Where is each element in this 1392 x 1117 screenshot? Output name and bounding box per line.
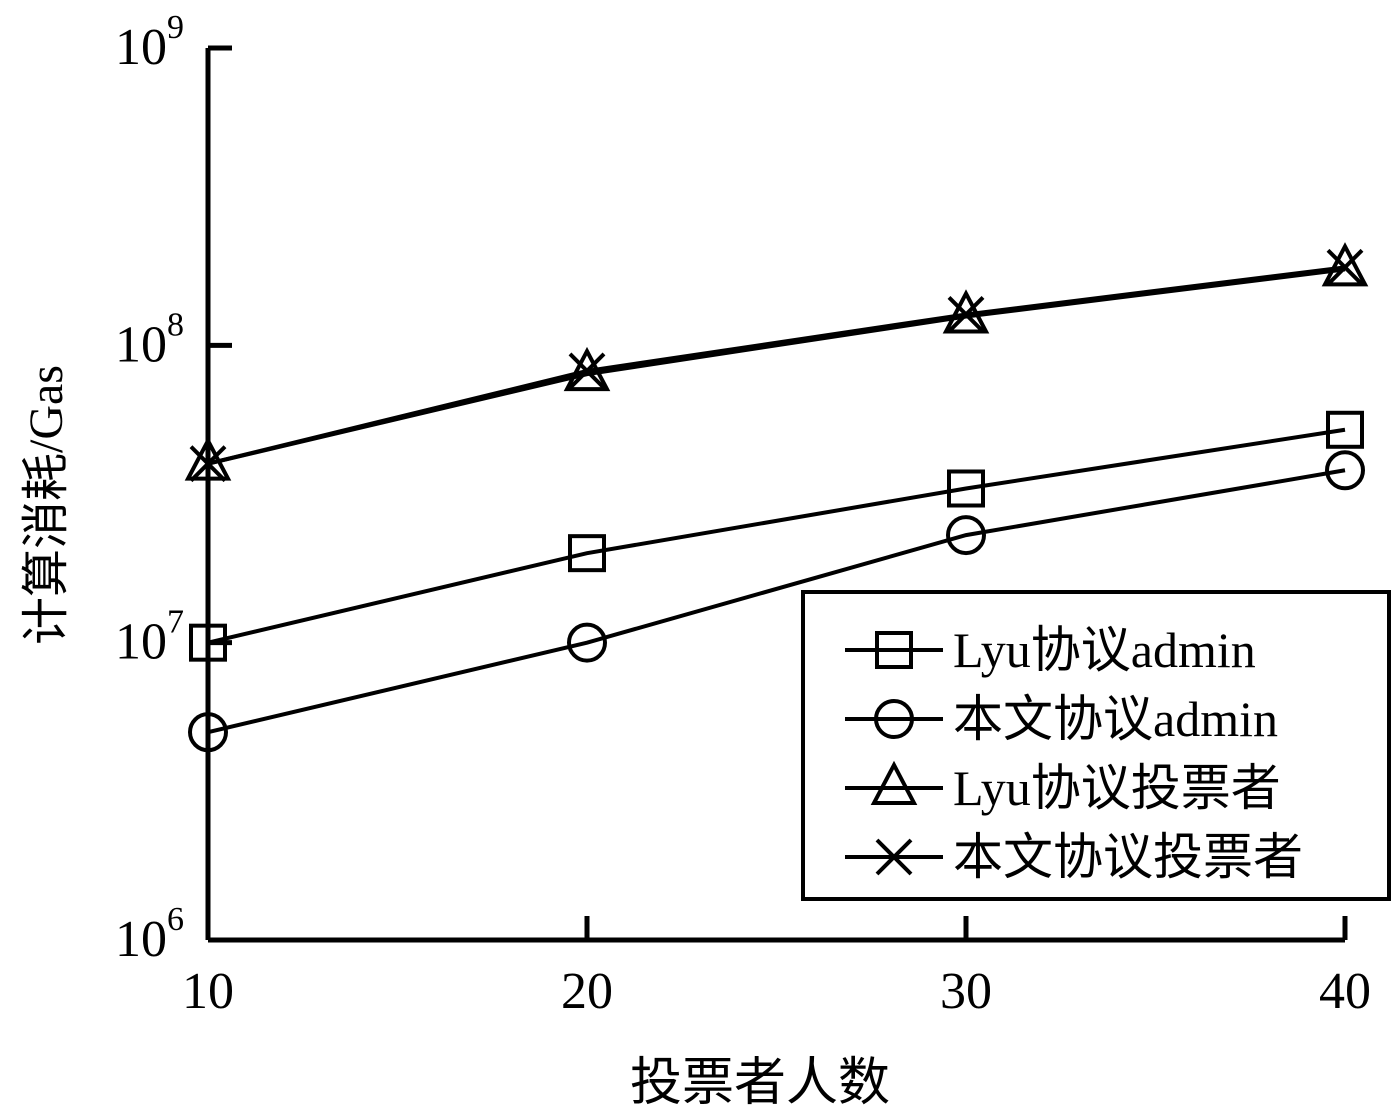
- series-3-point-3: [1326, 248, 1364, 286]
- series-3-point-0-stroke-b: [189, 445, 227, 483]
- series-1-line: [207, 468, 1346, 735]
- series-0-line: [207, 427, 1346, 645]
- legend-label-2: Lyu协议投票者: [953, 760, 1281, 816]
- series-2: [184, 242, 1369, 481]
- legend-marker-3: [875, 838, 913, 876]
- series-3-point-0: [189, 445, 227, 483]
- series-3-point-1-stroke-b: [568, 352, 606, 390]
- series-0-point-3: [1326, 410, 1364, 449]
- series-0-point-2: [947, 469, 985, 508]
- legend-label-3: 本文协议投票者: [953, 829, 1303, 885]
- axes: 106 107 108 109 10 20 30 40: [115, 9, 1371, 1020]
- series-3-point-2-stroke-b: [947, 296, 985, 333]
- series-layer: [184, 242, 1369, 753]
- legend-entry-0: Lyu协议admin: [845, 622, 1256, 678]
- legend-marker-2: [870, 760, 918, 805]
- series-1: [188, 450, 1365, 753]
- y-tick-label-0: 106: [115, 901, 184, 968]
- series-1-point-1: [567, 622, 607, 663]
- series-2-point-3: [1321, 242, 1369, 287]
- series-1-point-0: [188, 712, 228, 753]
- legend-entry-2: Lyu协议投票者: [845, 760, 1281, 816]
- series-0: [189, 410, 1364, 662]
- series-1-point-3: [1325, 450, 1365, 491]
- legend-label-1: 本文协议admin: [953, 691, 1278, 747]
- legend-entry-1: 本文协议admin: [845, 691, 1278, 747]
- series-0-point-1: [568, 534, 606, 573]
- series-3-point-2: [947, 296, 985, 333]
- legend-marker-0: [875, 631, 913, 669]
- y-tick-label-3: 109: [115, 9, 184, 76]
- x-tick-label-0: 10: [182, 963, 234, 1020]
- y-tick-label-1: 107: [115, 604, 184, 671]
- legend-label-0: Lyu协议admin: [953, 622, 1256, 678]
- series-0-point-0: [189, 623, 227, 662]
- series-3-point-3-stroke-b: [1326, 248, 1364, 286]
- legend-marker-3-stroke-b: [875, 838, 913, 876]
- x-tick-label-1: 20: [561, 963, 613, 1020]
- series-3: [189, 248, 1364, 483]
- x-tick-label-3: 40: [1319, 963, 1371, 1020]
- x-tick-label-2: 30: [940, 963, 992, 1020]
- series-1-point-2: [946, 515, 986, 556]
- x-axis-label: 投票者人数: [630, 1055, 890, 1112]
- series-3-point-1: [568, 352, 606, 390]
- series-2-line: [207, 267, 1346, 466]
- legend-entry-3: 本文协议投票者: [845, 829, 1303, 885]
- y-tick-label-2: 108: [115, 306, 184, 373]
- series-3-line: [207, 265, 1346, 466]
- legend-marker-1: [874, 699, 914, 739]
- y-axis-label: 计算消耗/Gas: [20, 365, 73, 645]
